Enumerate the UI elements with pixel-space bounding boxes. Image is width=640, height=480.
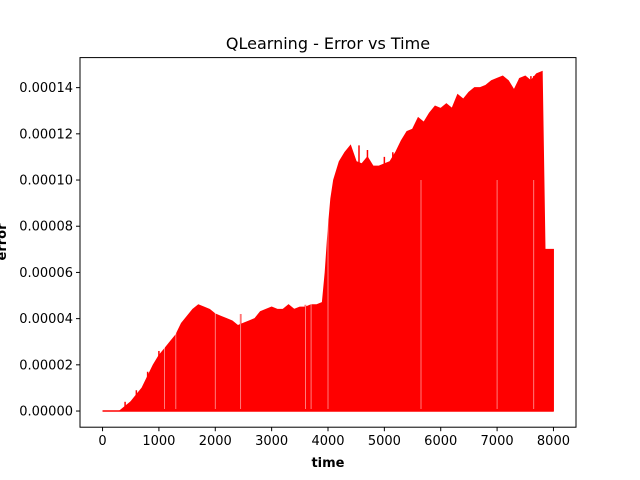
x-tick-label: 8000: [537, 434, 570, 449]
y-tick-label: 0.00008: [19, 220, 73, 235]
plot-frame: [79, 57, 577, 428]
y-tick-label: 0.00014: [19, 81, 73, 96]
y-axis-label: error: [0, 223, 10, 261]
x-tick-label: 3000: [255, 434, 288, 449]
x-tick-label: 0: [98, 434, 106, 449]
x-tick-label: 1000: [142, 434, 175, 449]
y-axis: 0.00000 0.00002 0.00004 0.00006 0.00008 0.000…: [19, 81, 80, 420]
x-tick-label: 7000: [481, 434, 514, 449]
x-tick-label: 2000: [199, 434, 232, 449]
x-axis: 0 1000 2000 3000 4000 5000 6000 7000 8000: [98, 427, 570, 449]
x-tick-label: 5000: [368, 434, 401, 449]
x-tick-label: 6000: [424, 434, 457, 449]
y-tick-label: 0.00012: [19, 127, 73, 142]
x-tick-label: 4000: [311, 434, 344, 449]
chart-title: QLearning - Error vs Time: [226, 34, 430, 53]
y-tick-label: 0.00002: [19, 358, 73, 373]
y-tick-label: 0.00000: [19, 405, 73, 420]
plot-area: [102, 70, 554, 412]
x-axis-label: time: [311, 456, 344, 471]
y-tick-label: 0.00004: [19, 312, 73, 327]
y-tick-label: 0.00010: [19, 174, 73, 189]
y-tick-label: 0.00006: [19, 266, 73, 281]
